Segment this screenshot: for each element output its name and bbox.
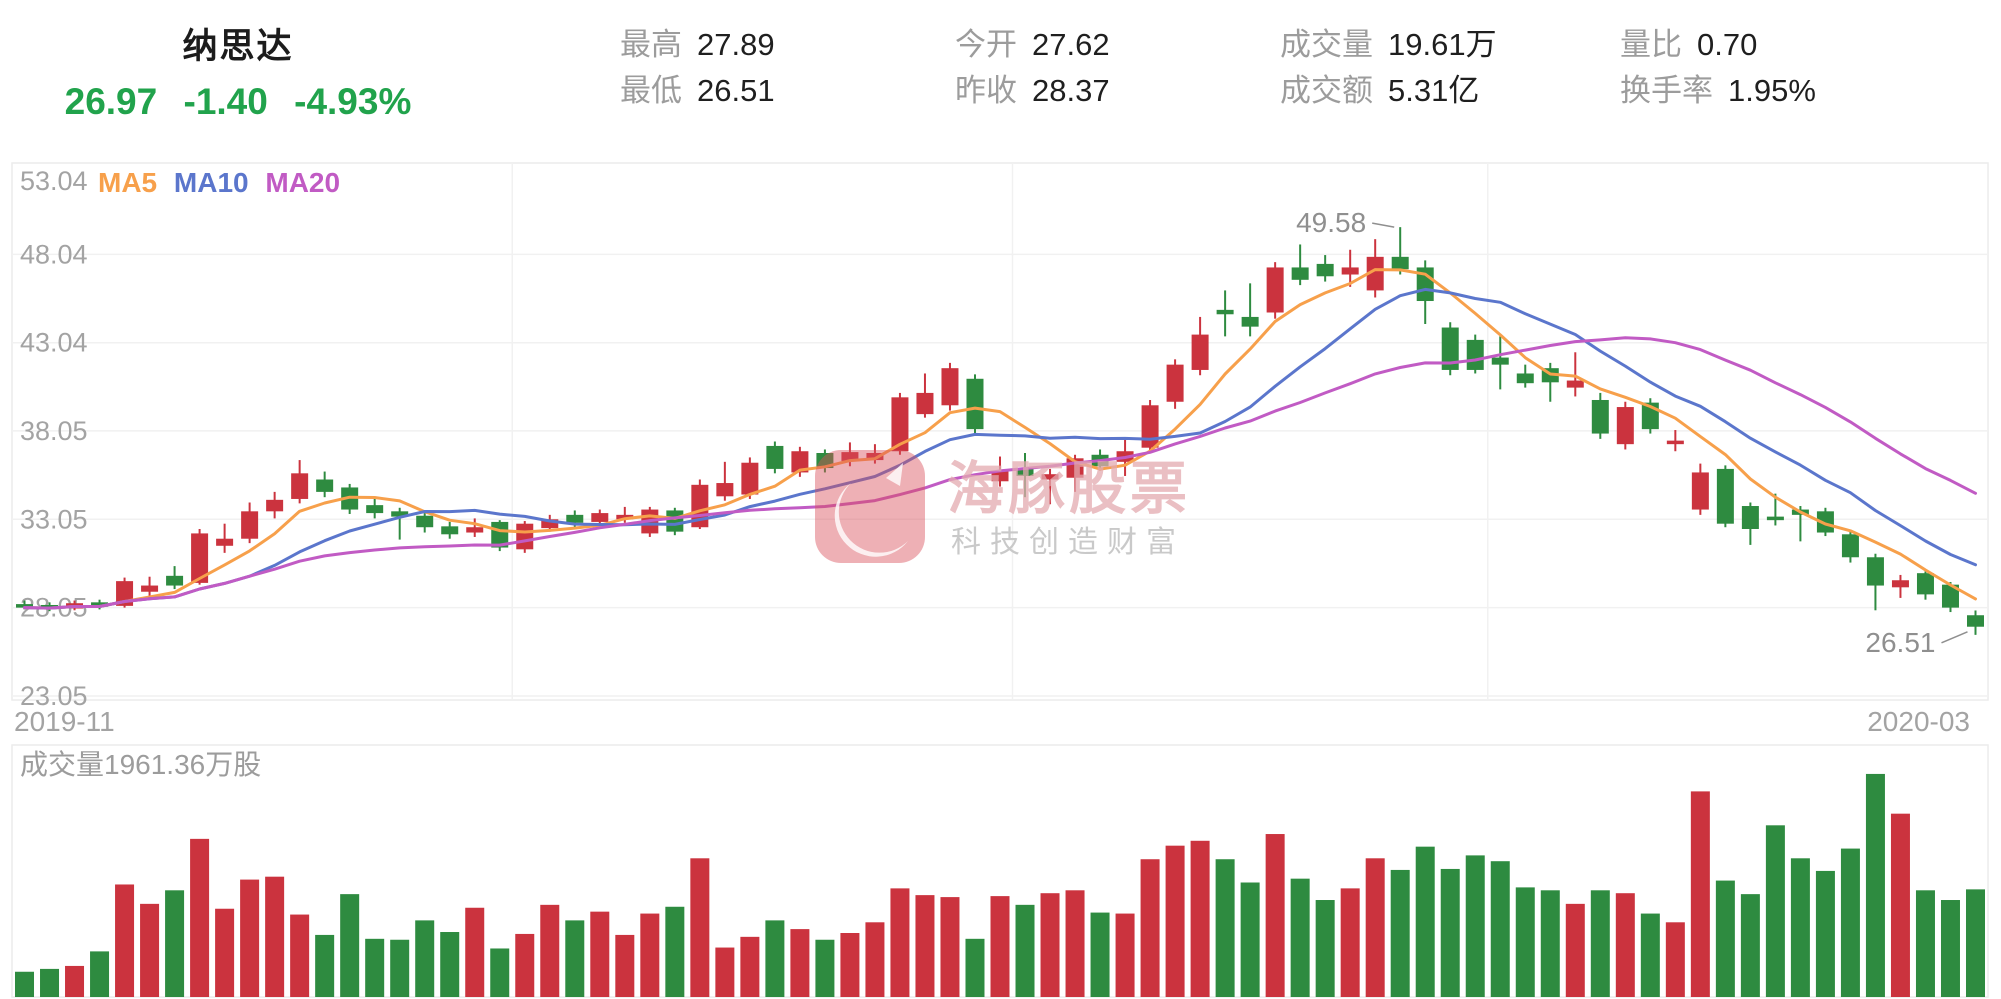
stat-label: 成交量: [1280, 27, 1373, 62]
stat-low: 最低 26.51: [620, 68, 775, 114]
svg-text:2019-11: 2019-11: [14, 706, 115, 737]
stat-column-1: 最高 27.89 最低 26.51: [620, 22, 775, 114]
stat-column-3: 成交量 19.61万 成交额 5.31亿: [1280, 22, 1497, 114]
svg-text:2020-03: 2020-03: [1867, 706, 1970, 737]
stat-value: 1.95%: [1728, 73, 1816, 108]
svg-text:科技创造财富: 科技创造财富: [951, 526, 1185, 559]
stat-value: 27.89: [697, 27, 775, 62]
price-line: 26.97 -1.40 -4.93%: [38, 81, 438, 123]
svg-text:49.58: 49.58: [1296, 207, 1366, 238]
stat-label: 成交额: [1280, 73, 1373, 108]
stat-label: 今开: [955, 27, 1017, 62]
stat-value: 26.51: [697, 73, 775, 108]
svg-text:33.05: 33.05: [20, 504, 88, 534]
svg-text:26.51: 26.51: [1865, 627, 1935, 658]
price-change-pct: -4.93%: [294, 81, 412, 122]
stat-column-2: 今开 27.62 昨收 28.37: [955, 22, 1110, 114]
stat-label: 最低: [620, 73, 682, 108]
stat-label: 昨收: [955, 73, 1017, 108]
svg-text:53.04: 53.04: [20, 166, 88, 196]
stat-label: 量比: [1620, 27, 1682, 62]
svg-text:海豚股票: 海豚股票: [947, 457, 1191, 521]
stat-turnover-rate: 换手率 1.95%: [1620, 68, 1816, 114]
stat-high: 最高 27.89: [620, 22, 775, 68]
legend-ma5: MA5: [98, 167, 158, 198]
stock-name-block: 纳思达 26.97 -1.40 -4.93%: [38, 18, 438, 123]
stock-name: 纳思达: [182, 27, 294, 66]
stat-value: 19.61万: [1388, 27, 1497, 62]
ma-legend: MA5 MA10 MA20: [98, 167, 349, 199]
stat-column-4: 量比 0.70 换手率 1.95%: [1620, 22, 1816, 114]
price-change: -1.40: [183, 81, 268, 122]
svg-text:38.05: 38.05: [20, 416, 88, 446]
svg-text:43.04: 43.04: [20, 328, 88, 358]
legend-ma10: MA10: [173, 167, 249, 198]
legend-ma20: MA20: [265, 167, 341, 198]
stat-turnover-amount: 成交额 5.31亿: [1280, 68, 1497, 114]
stat-value: 0.70: [1697, 27, 1758, 62]
svg-text:23.05: 23.05: [20, 681, 88, 711]
svg-text:成交量1961.36万股: 成交量1961.36万股: [20, 749, 261, 780]
stat-value: 28.37: [1032, 73, 1110, 108]
stat-volume: 成交量 19.61万: [1280, 22, 1497, 68]
stat-value: 5.31亿: [1388, 73, 1480, 108]
stat-open: 今开 27.62: [955, 22, 1110, 68]
svg-text:48.04: 48.04: [20, 239, 88, 269]
stat-value: 27.62: [1032, 27, 1110, 62]
stat-prev-close: 昨收 28.37: [955, 68, 1110, 114]
stat-label: 换手率: [1620, 73, 1713, 108]
stat-label: 最高: [620, 27, 682, 62]
stat-volume-ratio: 量比 0.70: [1620, 22, 1816, 68]
last-price: 26.97: [64, 81, 158, 122]
